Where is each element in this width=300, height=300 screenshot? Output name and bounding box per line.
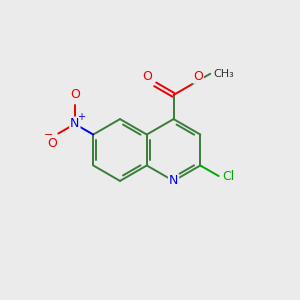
Text: O: O [47, 137, 57, 150]
Text: +: + [77, 112, 85, 122]
Text: O: O [70, 88, 80, 101]
Text: CH₃: CH₃ [213, 69, 234, 79]
Text: N: N [70, 117, 80, 130]
Text: N: N [169, 174, 178, 188]
Text: O: O [194, 70, 203, 83]
Text: O: O [142, 70, 152, 83]
Text: Cl: Cl [223, 170, 235, 183]
Text: −: − [44, 130, 53, 140]
